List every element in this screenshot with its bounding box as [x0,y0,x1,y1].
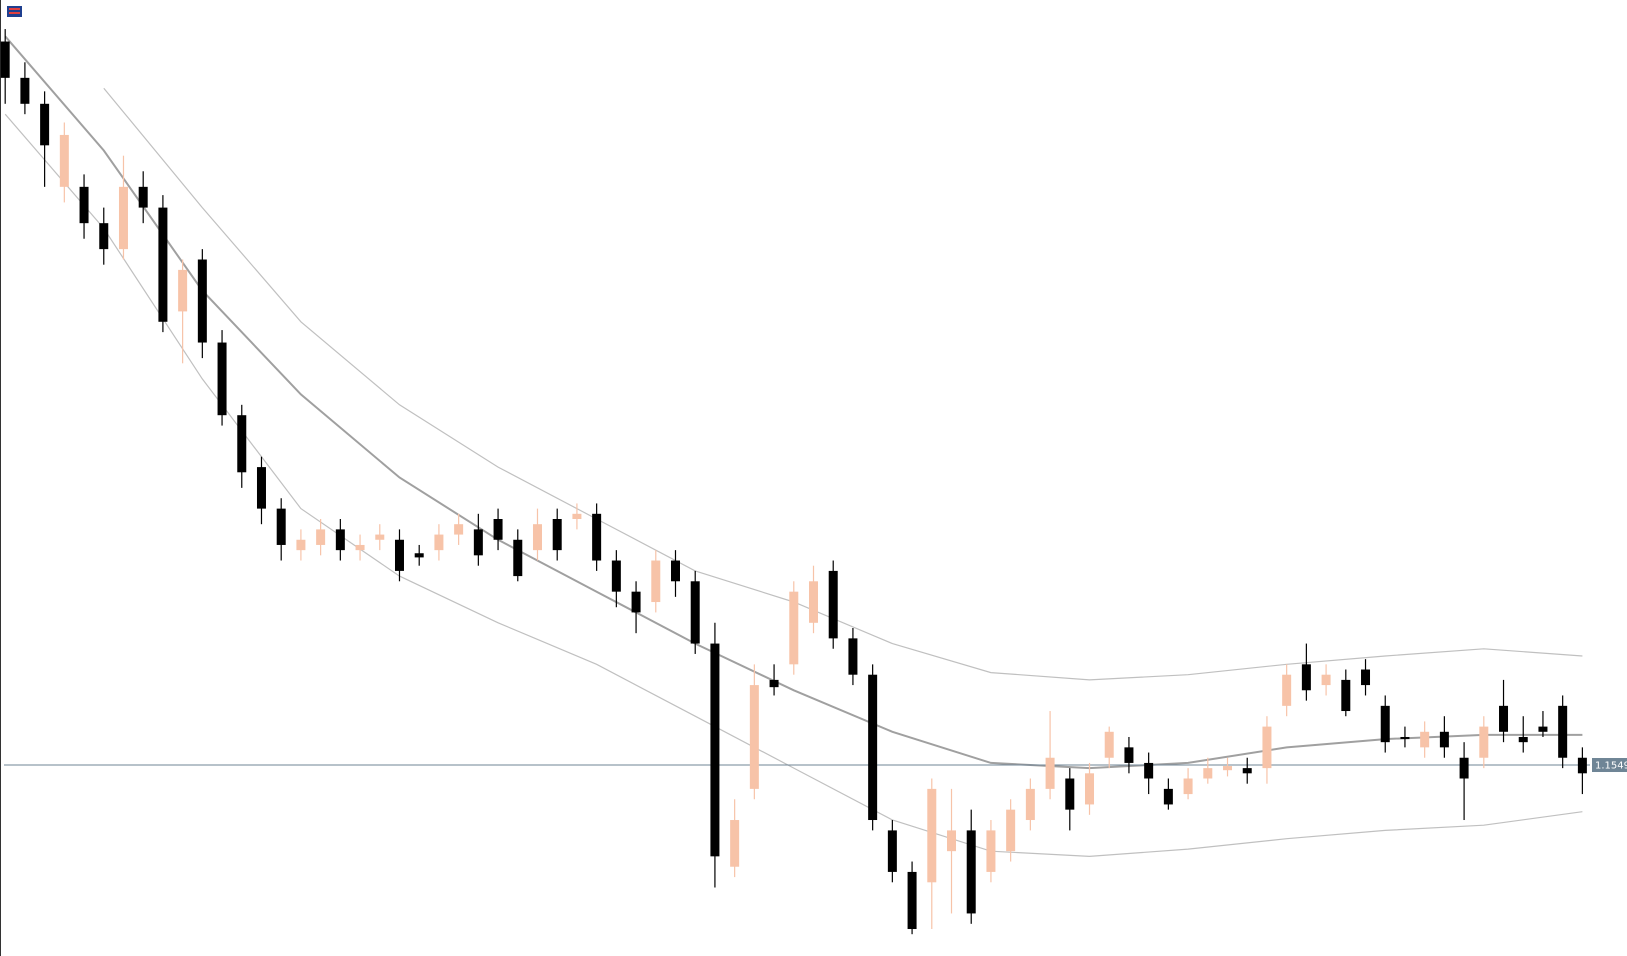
candle-body [178,269,188,312]
candle-body [611,560,621,592]
candle-body [947,830,957,852]
candle-body [1558,705,1568,758]
candle-body [197,259,207,343]
candle-body [138,186,148,208]
candle-body [0,41,10,78]
candle-body [79,186,89,224]
candle-body [532,524,542,551]
candle-body [1045,757,1055,789]
candle-body [868,674,878,821]
candle-body [1203,768,1213,779]
candle-body [1223,766,1233,771]
candle-body [414,553,424,558]
candle-body [887,830,897,872]
candle-body [809,581,818,623]
candle-body [1321,674,1331,686]
candle-body [1163,788,1173,805]
candle-body [1538,726,1548,732]
candle-body [1577,757,1587,774]
candle-body [1518,736,1528,743]
candle-body [907,871,917,930]
candle-body [572,513,582,520]
candle-body [1301,664,1311,691]
candle-body [513,539,523,577]
candle-body [631,591,641,613]
candle-body [1361,669,1371,686]
candle-body [1499,705,1509,732]
candle-body [1262,726,1272,769]
candle-body [592,513,602,561]
candle-body [1380,705,1390,743]
candle-body [118,186,128,250]
candle-body [1025,788,1035,821]
price-label-box [1592,758,1627,773]
candle-body [335,529,345,551]
candle-body [1183,778,1193,795]
candle-body [394,539,404,571]
band-line [4,113,1583,858]
candle-body [40,103,50,146]
candle-body [749,685,759,789]
candle-body [1479,726,1489,758]
candle-body [1124,747,1134,763]
plot: 1.1549 [0,29,1627,935]
candle-body [690,581,700,644]
candle-body [217,342,227,416]
candle-body [316,529,326,545]
candle-body [473,529,483,556]
price-label: 1.1549 [1595,761,1627,772]
icon-bar [9,8,20,10]
menu-icon[interactable] [7,6,22,17]
candle-body [434,534,444,551]
candle-body [1341,679,1351,712]
candle-body [1006,809,1016,852]
candle-body [651,560,661,603]
band-line [4,35,1583,770]
candle-body [769,679,779,688]
candle-body [789,591,799,665]
candle-body [670,560,680,582]
candle-body [1104,731,1114,758]
candle-body [1065,778,1075,810]
candle-body [966,830,976,914]
band-line [103,87,1583,681]
candle-body [158,207,168,322]
candle-body [1144,762,1154,779]
candle-body [828,570,838,639]
candle-body [986,830,996,872]
candle-body [1242,768,1252,774]
candle-body [256,467,266,509]
candle-body [355,544,365,551]
candle-body [1085,773,1095,805]
icon-box [7,6,22,17]
candle-body [1420,731,1430,748]
candle-body [848,638,858,675]
candle-body [20,77,30,104]
candle-body [59,134,69,187]
candle-body [552,519,562,551]
candle-body [493,519,503,540]
candle-body [296,539,306,551]
candle-body [237,415,247,473]
icon-bar [9,12,20,14]
candle-body [1282,674,1292,706]
candle-body [276,508,286,545]
candle-body [927,788,937,883]
candle-body [730,820,740,867]
candle-body [454,524,464,535]
candle-body [99,223,109,250]
candle-body [1400,736,1410,740]
candle-body [1439,731,1449,748]
candle-body [710,643,720,857]
candle-body [1459,757,1469,779]
candle-body [375,534,385,540]
